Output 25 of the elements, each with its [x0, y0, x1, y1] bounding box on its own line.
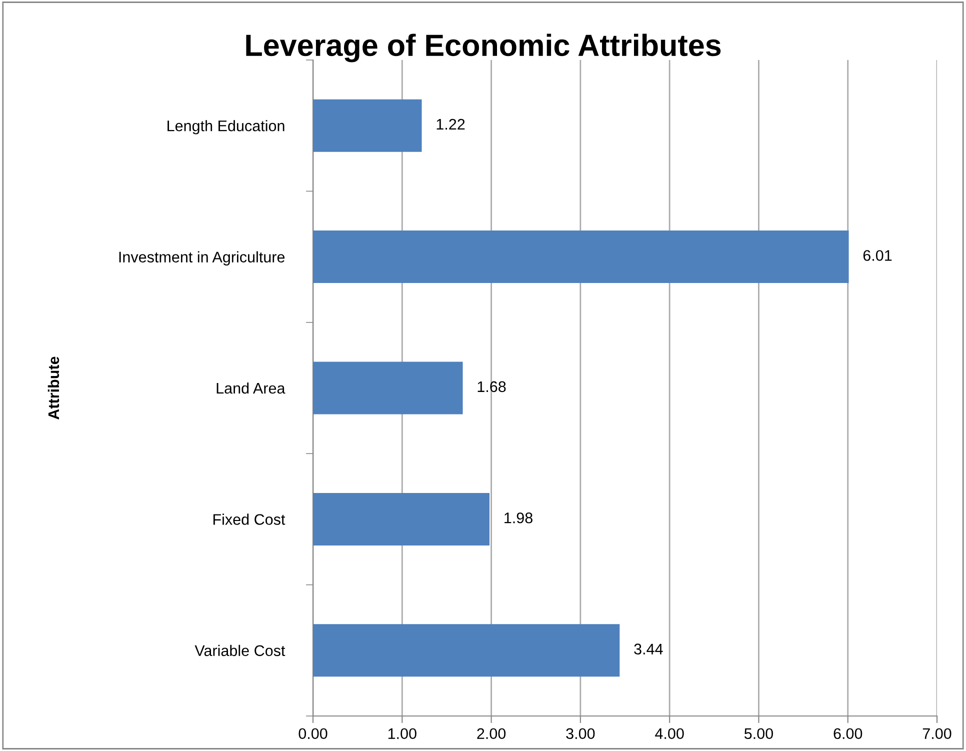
y-tick-label: Variable Cost: [194, 644, 286, 656]
x-tick-label: 1.00: [388, 728, 416, 740]
x-tick-label: 6.00: [834, 728, 862, 740]
x-tick-label: 5.00: [744, 728, 773, 740]
y-tick-label: Length Education: [168, 120, 284, 134]
data-label: 1.98: [504, 512, 532, 524]
bar: [313, 362, 463, 414]
y-tick-label: Land Area: [216, 382, 286, 394]
bar: [313, 492, 490, 546]
y-tick-label: Investment in Agriculture: [119, 251, 285, 266]
x-tick-label: 3.00: [566, 728, 595, 740]
data-label: 6.01: [863, 250, 892, 261]
x-tick-label: 7.00: [922, 728, 952, 740]
y-axis-title: Attribute: [48, 356, 60, 420]
bar: [313, 230, 849, 284]
data-label: 1.68: [478, 381, 506, 392]
x-tick-label: 4.00: [655, 728, 684, 740]
data-label: 3.44: [634, 644, 663, 654]
x-tick-label: 0.00: [298, 728, 328, 740]
bar: [313, 624, 620, 677]
x-tick-label: 2.00: [477, 728, 506, 740]
data-label: 1.22: [436, 118, 465, 130]
y-tick-label: Fixed Cost: [213, 514, 286, 525]
chart-title: Leverage of Economic Attributes: [246, 34, 721, 62]
bar: [313, 99, 422, 152]
